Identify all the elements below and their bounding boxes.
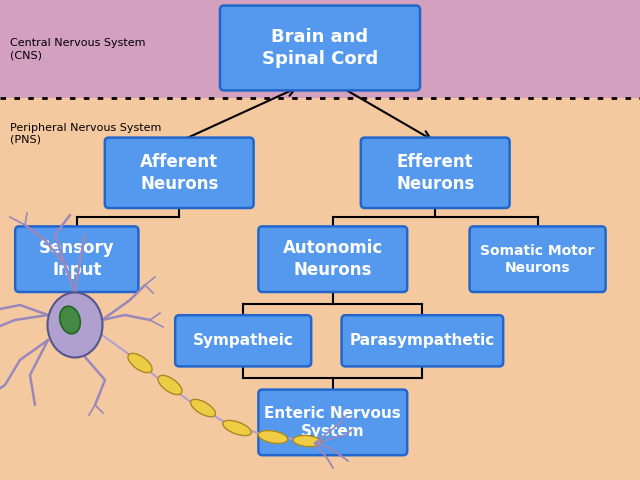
Text: Sensory
Input: Sensory Input: [39, 239, 115, 279]
Text: Enteric Nervous
System: Enteric Nervous System: [264, 406, 401, 439]
Ellipse shape: [293, 435, 321, 446]
Ellipse shape: [47, 292, 102, 358]
Text: Somatic Motor
Neurons: Somatic Motor Neurons: [481, 243, 595, 275]
Text: Peripheral Nervous System
(PNS): Peripheral Nervous System (PNS): [10, 122, 161, 144]
Ellipse shape: [223, 420, 252, 436]
FancyBboxPatch shape: [361, 138, 509, 208]
FancyBboxPatch shape: [259, 390, 407, 455]
FancyBboxPatch shape: [220, 6, 420, 90]
Text: Brain and
Spinal Cord: Brain and Spinal Cord: [262, 28, 378, 68]
Text: Autonomic
Neurons: Autonomic Neurons: [283, 239, 383, 279]
Text: Central Nervous System
(CNS): Central Nervous System (CNS): [10, 38, 145, 60]
Text: Sympatheic: Sympatheic: [193, 333, 294, 348]
Bar: [0, 98, 640, 480]
Ellipse shape: [128, 353, 152, 372]
FancyBboxPatch shape: [15, 227, 138, 292]
Ellipse shape: [60, 306, 80, 334]
Text: Efferent
Neurons: Efferent Neurons: [396, 153, 474, 193]
Ellipse shape: [191, 399, 216, 417]
FancyBboxPatch shape: [175, 315, 311, 366]
Bar: [0, 0, 640, 98]
Text: Parasympathetic: Parasympathetic: [350, 333, 495, 348]
FancyBboxPatch shape: [259, 227, 407, 292]
Text: Afferent
Neurons: Afferent Neurons: [140, 153, 218, 193]
FancyBboxPatch shape: [105, 138, 253, 208]
FancyBboxPatch shape: [470, 227, 605, 292]
Ellipse shape: [258, 431, 288, 444]
FancyBboxPatch shape: [342, 315, 503, 366]
Ellipse shape: [158, 375, 182, 395]
